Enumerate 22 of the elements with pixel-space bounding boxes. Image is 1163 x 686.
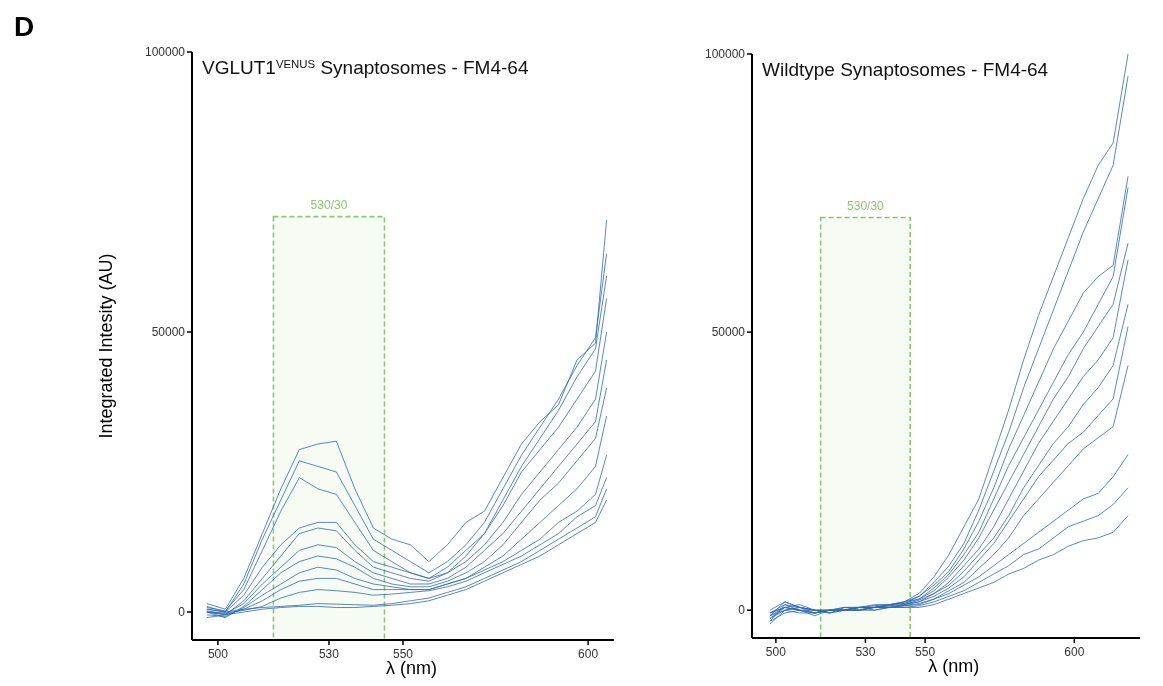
x-tick-label: 530: [318, 647, 340, 661]
band-label: 530/30: [310, 197, 348, 212]
y-tick-label: 50000: [711, 325, 746, 340]
x-tick-label: 500: [765, 645, 787, 659]
y-tick-label: 0: [738, 603, 746, 618]
y-axis-title: Integrated Intesity (AU): [96, 253, 116, 439]
x-tick-label: 600: [1064, 645, 1085, 659]
y-tick-label: 50000: [151, 325, 186, 340]
x-tick-label: 530: [855, 645, 876, 659]
x-axis-title: λ (nm): [928, 656, 980, 676]
text: D: [14, 11, 35, 42]
x-tick-label: 500: [207, 647, 229, 661]
band-label: 530/30: [847, 198, 885, 213]
x-tick-label: 600: [578, 647, 599, 661]
y-tick-label: 100000: [144, 45, 186, 60]
x-tick-label: 550: [915, 645, 936, 659]
chart-title: VGLUT1$^{VENUS}$ Synaptosomes - FM4-64: [202, 57, 529, 78]
x-tick-label: 550: [392, 647, 414, 661]
y-tick-label: 0: [178, 605, 186, 620]
y-tick-label: 100000: [704, 47, 746, 62]
x-axis-title: λ (nm): [385, 658, 437, 678]
chart-title: Wildtype Synaptosomes - FM4-64: [762, 59, 1049, 80]
